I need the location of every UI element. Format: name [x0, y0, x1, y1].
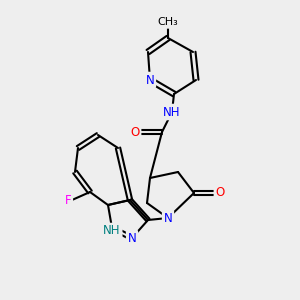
Text: F: F [65, 194, 71, 206]
Text: O: O [130, 125, 140, 139]
Text: NH: NH [163, 106, 181, 118]
Text: N: N [146, 74, 154, 86]
Text: NH: NH [103, 224, 121, 238]
Text: N: N [164, 212, 172, 224]
Text: N: N [128, 232, 136, 244]
Text: CH₃: CH₃ [158, 17, 178, 27]
Text: O: O [215, 187, 225, 200]
